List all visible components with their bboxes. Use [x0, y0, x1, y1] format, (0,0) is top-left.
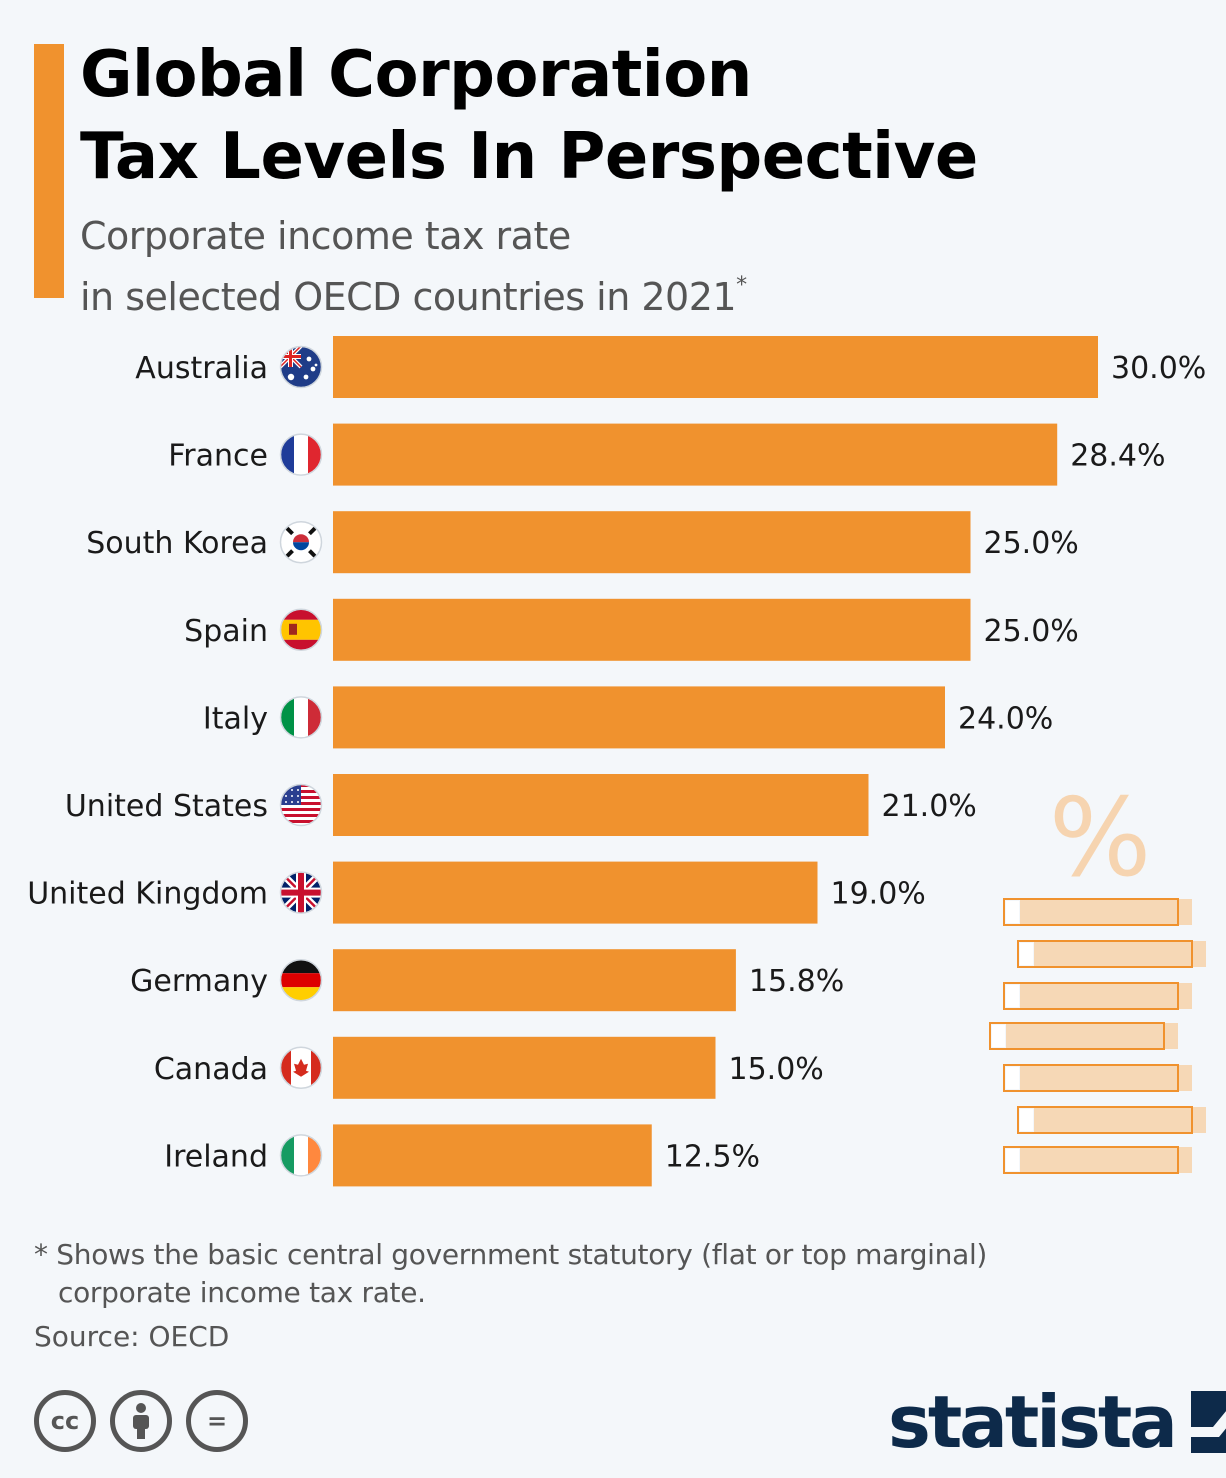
statista-mark-icon: [1190, 1391, 1226, 1453]
category-label: Spain: [184, 614, 268, 649]
footnote: * Shows the basic central government sta…: [34, 1236, 987, 1312]
no-derivatives-icon[interactable]: =: [186, 1390, 248, 1452]
value-label: 12.5%: [665, 1139, 760, 1174]
value-label: 30.0%: [1111, 351, 1206, 386]
category-label: Germany: [130, 964, 268, 999]
category-label: United Kingdom: [27, 877, 268, 912]
france-flag-icon: [279, 433, 323, 476]
coin-stack-item: [1003, 1064, 1192, 1092]
category-label: Canada: [154, 1052, 268, 1087]
bar: [333, 949, 736, 1012]
statista-logo[interactable]: statista: [888, 1382, 1226, 1462]
license-icons: cc =: [34, 1390, 248, 1452]
value-label: 25.0%: [984, 526, 1079, 561]
subtitle-footnote-mark: *: [736, 273, 747, 298]
subtitle-line-2: in selected OECD countries in 2021: [80, 275, 737, 319]
footnote-line-2: corporate income tax rate.: [58, 1276, 426, 1309]
germany-flag-icon: [279, 958, 323, 1002]
coin-stack-illustration: %: [989, 776, 1206, 1174]
category-label: Australia: [135, 351, 268, 386]
footnote-line-1: * Shows the basic central government sta…: [34, 1238, 988, 1271]
title-accent-bar: [34, 44, 64, 298]
ireland-flag-icon: [279, 1134, 323, 1177]
australia-flag-icon: [279, 345, 323, 389]
subtitle-line-2-wrap: in selected OECD countries in 2021*: [80, 261, 747, 322]
attribution-icon[interactable]: [110, 1390, 172, 1452]
bar: [333, 336, 1098, 398]
coin-stack-item: [1003, 1146, 1192, 1174]
bar: [333, 686, 945, 749]
bar: [333, 1124, 652, 1187]
coin-stack-item: [1017, 940, 1206, 968]
coin-stack-item: [1003, 982, 1192, 1010]
flags-group: [279, 345, 323, 1177]
category-label: Ireland: [164, 1139, 268, 1174]
category-label: United States: [65, 789, 268, 824]
value-label: 19.0%: [831, 877, 926, 912]
creative-commons-icon[interactable]: cc: [34, 1390, 96, 1452]
coin-stack-item: [989, 1022, 1178, 1050]
united-kingdom-flag-icon: [279, 871, 323, 914]
value-label: 15.8%: [749, 964, 844, 999]
percent-symbol-icon: %: [1049, 776, 1152, 901]
value-label: 15.0%: [729, 1052, 824, 1087]
bars-group: Australia 30.0% France 28.4% South Korea 25.0…: [27, 336, 1206, 1187]
coin-stack-item: [1003, 898, 1192, 926]
value-label: 25.0%: [984, 614, 1079, 649]
value-label: 21.0%: [882, 789, 977, 824]
value-label: 28.4%: [1070, 439, 1165, 474]
source-note: Source: OECD: [34, 1320, 230, 1353]
chart-title: Global Corporation Tax Levels In Perspec…: [80, 34, 978, 198]
subtitle-line-1: Corporate income tax rate: [80, 214, 571, 258]
spain-flag-icon: [279, 608, 323, 652]
italy-flag-icon: [279, 696, 323, 739]
south-korea-flag-icon: [279, 520, 323, 564]
value-label: 24.0%: [958, 701, 1053, 736]
bar: [333, 1036, 716, 1099]
category-label: France: [168, 439, 268, 474]
coin-stack-item: [1017, 1106, 1206, 1134]
bar: [333, 423, 1058, 486]
bar: [333, 511, 971, 574]
title-line-1: Global Corporation: [80, 38, 752, 112]
brand-name: statista: [888, 1380, 1178, 1464]
canada-flag-icon: [279, 1046, 323, 1090]
united-states-flag-icon: [279, 783, 323, 827]
category-label: South Korea: [86, 526, 268, 561]
title-line-2: Tax Levels In Perspective: [80, 120, 978, 194]
bar: [333, 861, 818, 924]
bar: [333, 598, 971, 661]
category-label: Italy: [203, 701, 268, 736]
bar: [333, 774, 869, 836]
chart-subtitle: Corporate income tax rate in selected OE…: [80, 212, 747, 322]
